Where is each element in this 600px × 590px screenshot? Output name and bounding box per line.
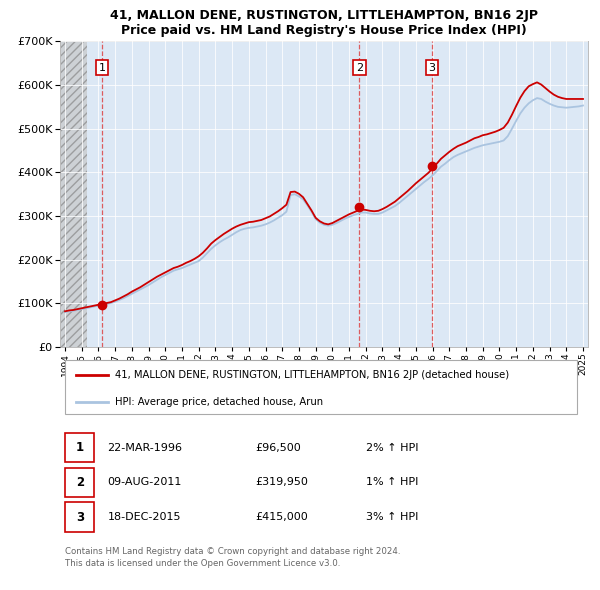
FancyBboxPatch shape xyxy=(65,360,577,414)
Text: 1% ↑ HPI: 1% ↑ HPI xyxy=(366,477,419,487)
Bar xyxy=(60,41,87,347)
FancyBboxPatch shape xyxy=(65,502,94,532)
Text: 09-AUG-2011: 09-AUG-2011 xyxy=(107,477,182,487)
Text: 3% ↑ HPI: 3% ↑ HPI xyxy=(366,512,419,522)
FancyBboxPatch shape xyxy=(65,468,94,497)
Text: 3: 3 xyxy=(76,510,84,523)
Text: 1: 1 xyxy=(98,63,106,73)
Text: £415,000: £415,000 xyxy=(256,512,308,522)
Text: HPI: Average price, detached house, Arun: HPI: Average price, detached house, Arun xyxy=(115,396,323,407)
Text: 18-DEC-2015: 18-DEC-2015 xyxy=(107,512,181,522)
Text: 41, MALLON DENE, RUSTINGTON, LITTLEHAMPTON, BN16 2JP (detached house): 41, MALLON DENE, RUSTINGTON, LITTLEHAMPT… xyxy=(115,370,509,380)
Text: 1: 1 xyxy=(76,441,84,454)
Text: £319,950: £319,950 xyxy=(256,477,308,487)
Text: 2: 2 xyxy=(356,63,363,73)
Text: £96,500: £96,500 xyxy=(256,442,301,453)
Title: 41, MALLON DENE, RUSTINGTON, LITTLEHAMPTON, BN16 2JP
Price paid vs. HM Land Regi: 41, MALLON DENE, RUSTINGTON, LITTLEHAMPT… xyxy=(110,9,538,37)
Text: 3: 3 xyxy=(428,63,436,73)
Text: Contains HM Land Registry data © Crown copyright and database right 2024.
This d: Contains HM Land Registry data © Crown c… xyxy=(65,548,401,568)
Text: 2: 2 xyxy=(76,476,84,489)
FancyBboxPatch shape xyxy=(65,433,94,463)
Text: 22-MAR-1996: 22-MAR-1996 xyxy=(107,442,182,453)
Text: 2% ↑ HPI: 2% ↑ HPI xyxy=(366,442,419,453)
